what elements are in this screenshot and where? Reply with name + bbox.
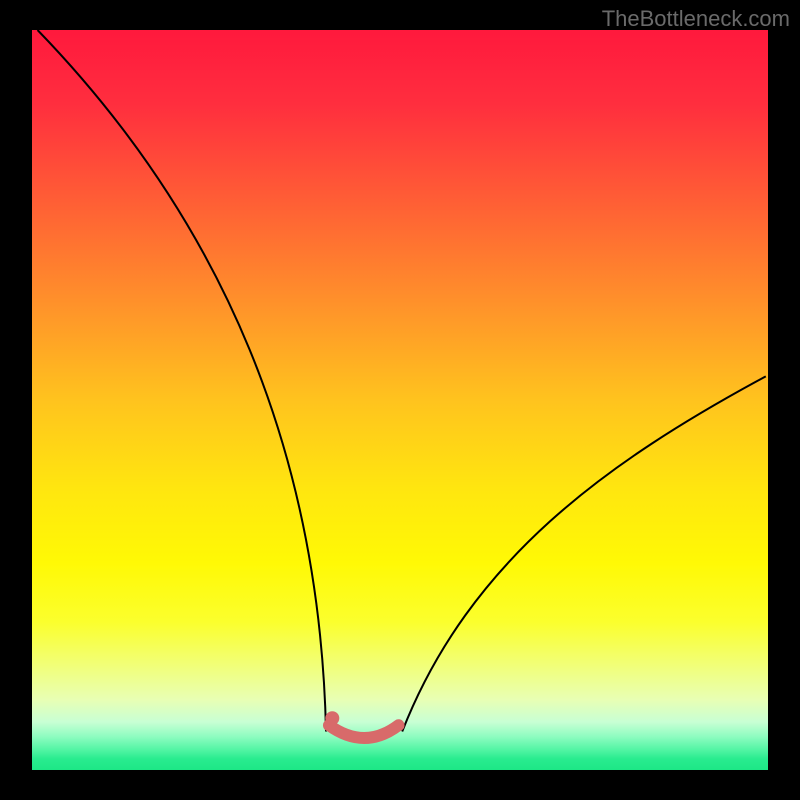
plot-svg: [32, 30, 768, 770]
chart-container: TheBottleneck.com: [0, 0, 800, 800]
bottom-highlight-dot: [325, 711, 339, 725]
watermark-text: TheBottleneck.com: [602, 6, 790, 32]
gradient-background: [32, 30, 768, 770]
